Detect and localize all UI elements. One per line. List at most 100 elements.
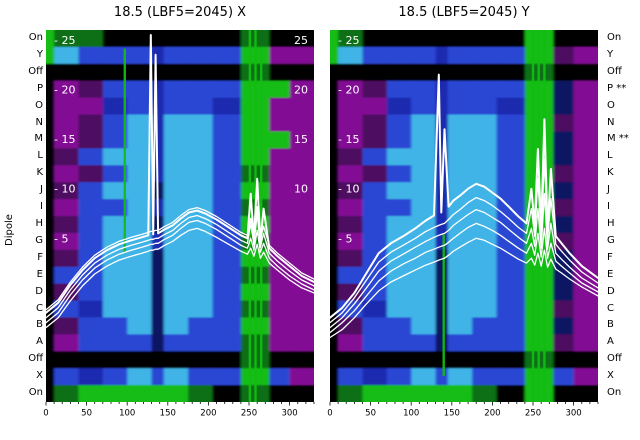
- row-label-l-p: P: [36, 82, 43, 94]
- value-tick-left: - 10: [54, 183, 75, 196]
- row-label-l-a: A: [36, 336, 43, 348]
- green-streak: [123, 48, 126, 254]
- x-tick-label: 150: [444, 409, 460, 419]
- trace-line: [46, 212, 314, 319]
- x-tick-label: 50: [365, 409, 376, 419]
- panel-title-x: 18.5 (LBF5=2045) X: [113, 5, 247, 20]
- green-streak: [543, 30, 546, 402]
- row-label-r-g: G: [607, 234, 615, 246]
- value-tick-right: 10: [294, 183, 308, 196]
- value-tick-left: - 5: [54, 232, 68, 245]
- right-row-labels: On Y Off P ** O N M ** L K J I H G F E D C B A Off X On: [607, 30, 640, 402]
- row-label-l-f: F: [37, 251, 43, 263]
- row-label-l-off: Off: [28, 353, 43, 365]
- row-label-l-j: J: [40, 184, 43, 196]
- trace-line: [330, 237, 598, 339]
- x-tick-label: 0: [327, 409, 332, 419]
- row-label-r-a: A: [607, 336, 614, 348]
- trace-line: [46, 34, 314, 314]
- heatmap-panel-x: - 25 25 - 20 20 - 15 15 - 10 10 - 5: [46, 30, 314, 402]
- x-axis-right-panel: 0 50 100 150 200 250 300: [320, 402, 608, 424]
- x-tick-label: 300: [565, 409, 581, 419]
- x-axis-left-panel: 0 50 100 150 200 250 300: [36, 402, 324, 424]
- row-label-l-d: D: [35, 285, 43, 297]
- green-streak: [260, 48, 263, 384]
- row-label-l-y: Y: [36, 48, 43, 60]
- trace-line: [330, 222, 598, 334]
- x-tick-label: 250: [525, 409, 541, 419]
- value-tick-left: - 5: [338, 232, 352, 245]
- left-row-labels: On Y Off P O N M L K J I H G F E D C B A Off X On: [0, 30, 43, 402]
- panel-title-y: 18.5 (LBF5=2045) Y: [398, 5, 530, 20]
- value-tick-left: - 20: [338, 84, 359, 97]
- x-tick-label: 50: [81, 409, 92, 419]
- x-tick-label: 100: [403, 409, 419, 419]
- row-label-r-k: K: [607, 167, 614, 179]
- row-label-r-f: F: [607, 251, 613, 263]
- trace-line: [46, 205, 314, 311]
- row-label-l-on: On: [28, 32, 43, 43]
- green-streak: [442, 234, 445, 376]
- row-label-l-o: O: [35, 99, 43, 111]
- row-label-l-l: L: [37, 150, 43, 162]
- trace-line: [330, 73, 598, 319]
- value-tick-right: 15: [294, 133, 308, 146]
- row-label-l-e: E: [36, 268, 43, 280]
- row-label-r-d: D: [607, 285, 615, 297]
- x-axis: 0 50 100 150 200 250 300: [327, 402, 599, 419]
- value-tick-right: 20: [294, 84, 308, 97]
- row-label-l-x: X: [36, 370, 43, 382]
- row-label-l-k: K: [36, 167, 43, 179]
- row-label-r-on: On: [607, 387, 622, 399]
- row-label-r-on: On: [607, 32, 622, 43]
- value-tick-left: - 15: [54, 133, 75, 146]
- value-tick-right: 25: [294, 34, 308, 47]
- trace-line: [46, 219, 314, 324]
- row-label-l-off: Off: [28, 65, 43, 77]
- value-tick-left: - 25: [54, 34, 75, 47]
- row-label-r-off: Off: [607, 65, 622, 77]
- x-tick-label: 150: [160, 409, 176, 419]
- trace-line: [330, 158, 598, 324]
- row-label-r-h: H: [607, 218, 615, 229]
- trace-line: [46, 227, 314, 329]
- row-label-r-p: P **: [607, 82, 627, 94]
- row-label-r-n: N: [607, 116, 615, 128]
- row-label-r-m: M **: [607, 133, 629, 145]
- x-tick-label: 250: [241, 409, 257, 419]
- heatmap-panel-y: - 25 - 20 - 15 - 10 - 5: [330, 30, 598, 402]
- x-tick-label: 0: [43, 409, 48, 419]
- row-label-l-c: C: [36, 302, 43, 314]
- value-tick-left: - 10: [338, 183, 359, 196]
- heatmap-image-x: - 25 25 - 20 20 - 15 15 - 10 10 - 5: [46, 30, 314, 402]
- row-label-r-e: E: [607, 268, 614, 280]
- row-label-l-m: M: [34, 133, 43, 145]
- heatmap-cells: [330, 30, 598, 402]
- row-label-r-j: J: [607, 184, 610, 196]
- row-label-l-n: N: [35, 116, 43, 128]
- heatmap-image-y: - 25 - 20 - 15 - 10 - 5: [330, 30, 598, 402]
- x-axis: 0 50 100 150 200 250 300: [43, 402, 315, 419]
- row-label-l-i: I: [40, 201, 43, 213]
- row-label-r-off: Off: [607, 353, 622, 365]
- row-label-l-b: B: [36, 319, 43, 331]
- value-tick-left: - 20: [54, 84, 75, 97]
- value-tick-left: - 25: [338, 34, 359, 47]
- row-label-r-b: B: [607, 319, 614, 331]
- row-label-r-c: C: [607, 302, 614, 314]
- row-label-r-i: I: [607, 201, 610, 213]
- row-label-r-x: X: [607, 370, 614, 382]
- value-tick-left: - 15: [338, 133, 359, 146]
- x-tick-label: 200: [200, 409, 216, 419]
- row-label-l-h: H: [35, 218, 43, 229]
- row-label-l-on: On: [28, 387, 43, 399]
- x-tick-label: 300: [281, 409, 297, 419]
- trace-line: [330, 193, 598, 329]
- x-tick-label: 200: [484, 409, 500, 419]
- row-label-l-g: G: [35, 234, 43, 246]
- row-label-r-y: Y: [607, 48, 614, 60]
- row-label-r-l: L: [607, 150, 613, 162]
- row-label-r-o: O: [607, 99, 615, 111]
- x-tick-label: 100: [119, 409, 135, 419]
